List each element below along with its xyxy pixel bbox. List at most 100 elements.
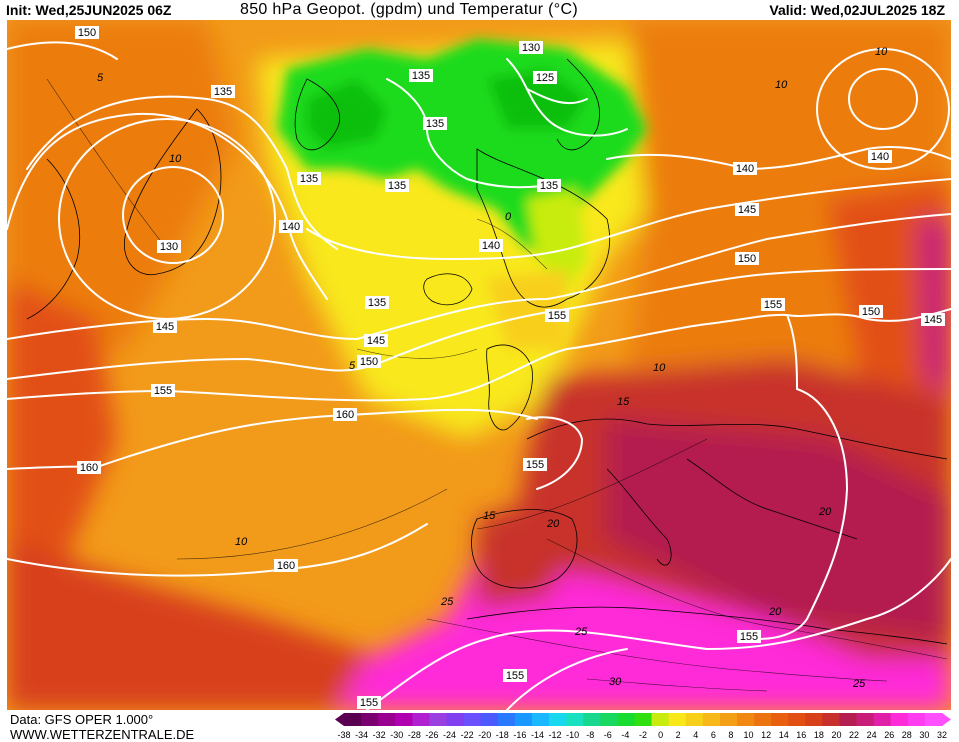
colorbar-swatch xyxy=(839,713,857,726)
footer-bar: Data: GFS OPER 1.000° WWW.WETTERZENTRALE… xyxy=(0,710,959,742)
contour-label: 135 xyxy=(409,69,433,82)
colorbar-tick-label: -26 xyxy=(425,730,438,740)
isotherm-label: 25 xyxy=(574,626,588,638)
contour-140-north xyxy=(606,146,951,171)
svg-text:135: 135 xyxy=(368,297,386,309)
colorbar-swatch xyxy=(463,713,482,726)
colorbar-swatch xyxy=(344,713,362,726)
colorbar-tick-label: -14 xyxy=(531,730,544,740)
init-time-label: Init: Wed,25JUN2025 06Z xyxy=(6,2,172,18)
colorbar-tick-label: -4 xyxy=(621,730,629,740)
contour-label: 160 xyxy=(333,408,357,421)
colorbar-tick-label: 4 xyxy=(693,730,698,740)
contour-155-africa xyxy=(506,648,628,710)
svg-text:145: 145 xyxy=(738,204,756,216)
contour-label: 140 xyxy=(279,220,303,233)
isotherm-label: 0 xyxy=(505,211,512,223)
contour-label: 130 xyxy=(157,240,181,253)
coast-iberia xyxy=(471,509,578,589)
colorbar-swatch xyxy=(702,713,721,726)
colorbar-swatch xyxy=(754,713,772,726)
svg-text:150: 150 xyxy=(738,253,756,265)
colorbar-tick-label: -24 xyxy=(443,730,456,740)
coast-iceland xyxy=(423,273,473,306)
colorbar-tick-label: 30 xyxy=(919,730,929,740)
temp-zone-west-warm xyxy=(7,19,237,379)
colorbar-tick-label: -8 xyxy=(586,730,594,740)
coast-greenland xyxy=(124,108,222,276)
colorbar-tick-label: 16 xyxy=(796,730,806,740)
isotherm-label: 30 xyxy=(609,676,622,688)
colorbar-swatch xyxy=(907,713,926,726)
contour-low-west-inner xyxy=(122,166,224,264)
isotherm-label-group: 10 10 10 15 15 20 20 20 25 25 25 30 0 5 … xyxy=(97,46,888,690)
temp-zone-scandinavia-cold xyxy=(487,69,587,129)
svg-text:135: 135 xyxy=(540,180,558,192)
colorbar-swatch xyxy=(446,713,464,726)
colorbar-tick-label: 10 xyxy=(744,730,754,740)
contour-label: 150 xyxy=(859,305,883,318)
contour-label: 150 xyxy=(357,355,381,368)
colorbar-swatch xyxy=(566,713,584,726)
colorbar-tick-label: 18 xyxy=(814,730,824,740)
svg-text:160: 160 xyxy=(336,409,354,421)
svg-text:155: 155 xyxy=(740,631,758,643)
contour-label: 125 xyxy=(533,71,557,84)
svg-text:135: 135 xyxy=(426,118,444,130)
svg-text:135: 135 xyxy=(214,86,232,98)
contour-label: 150 xyxy=(735,252,759,265)
contour-high-east-outer xyxy=(816,48,950,170)
colorbar-tick-label: 14 xyxy=(779,730,789,740)
contour-145 xyxy=(7,213,951,341)
contour-140-mid xyxy=(306,178,951,261)
contour-155-iberia xyxy=(526,416,584,490)
isotherm-label: 20 xyxy=(768,606,782,618)
contour-label: 145 xyxy=(153,320,177,333)
header-bar: Init: Wed,25JUN2025 06Z 850 hPa Geopot. … xyxy=(0,0,959,20)
contour-label: 150 xyxy=(75,26,99,39)
svg-text:155: 155 xyxy=(506,670,524,682)
svg-text:140: 140 xyxy=(871,151,889,163)
website-label: WWW.WETTERZENTRALE.DE xyxy=(10,727,195,742)
colorbar-tick-label: 8 xyxy=(728,730,733,740)
colorbar-tick-label: -28 xyxy=(408,730,421,740)
isotherm-5-north xyxy=(356,348,478,359)
colorbar-tick-label: -6 xyxy=(604,730,612,740)
isotherm-20 xyxy=(546,538,948,660)
contour-150-west xyxy=(7,41,118,60)
isotherm-label: 20 xyxy=(818,506,832,518)
isotherm-label: 15 xyxy=(617,396,630,408)
contour-160-south xyxy=(7,523,428,577)
coast-svalbard xyxy=(294,78,340,151)
contour-label: 135 xyxy=(385,179,409,192)
geopotential-contours xyxy=(7,41,951,710)
colorbar-max-arrow xyxy=(942,713,951,726)
svg-text:140: 140 xyxy=(482,240,500,252)
isotherm-10-mid xyxy=(176,488,448,560)
colorbar-tick-label: -32 xyxy=(373,730,386,740)
isotherms xyxy=(46,78,948,692)
contour-label: 130 xyxy=(519,41,543,54)
contour-label: 140 xyxy=(733,162,757,175)
colorbar-tick-label: 12 xyxy=(761,730,771,740)
colorbar-swatch xyxy=(788,713,806,726)
cold-pool-fill xyxy=(277,39,647,349)
contour-150-mid xyxy=(7,268,951,380)
contour-label: 145 xyxy=(921,313,945,326)
contour-label: 135 xyxy=(365,296,389,309)
colorbar-swatch xyxy=(822,713,840,726)
weather-map: 150 135 135 135 130 125 135 135 135 135 … xyxy=(7,19,951,710)
contour-label: 160 xyxy=(274,559,298,572)
colorbar-min-arrow xyxy=(335,713,344,726)
colorbar-swatch xyxy=(497,713,516,726)
isotherm-label: 10 xyxy=(653,362,666,374)
contour-label-group: 150 135 135 135 130 125 135 135 135 135 … xyxy=(75,26,945,709)
isotherm-30 xyxy=(586,678,768,692)
map-title: 850 hPa Geopot. (gpdm) und Temperatur (°… xyxy=(240,1,578,18)
colorbar-swatch xyxy=(549,713,567,726)
colorbar-tick-label: 24 xyxy=(867,730,877,740)
contour-label: 135 xyxy=(211,85,235,98)
svg-text:135: 135 xyxy=(412,70,430,82)
colorbar-tick-label: -22 xyxy=(461,730,474,740)
svg-text:130: 130 xyxy=(160,241,178,253)
